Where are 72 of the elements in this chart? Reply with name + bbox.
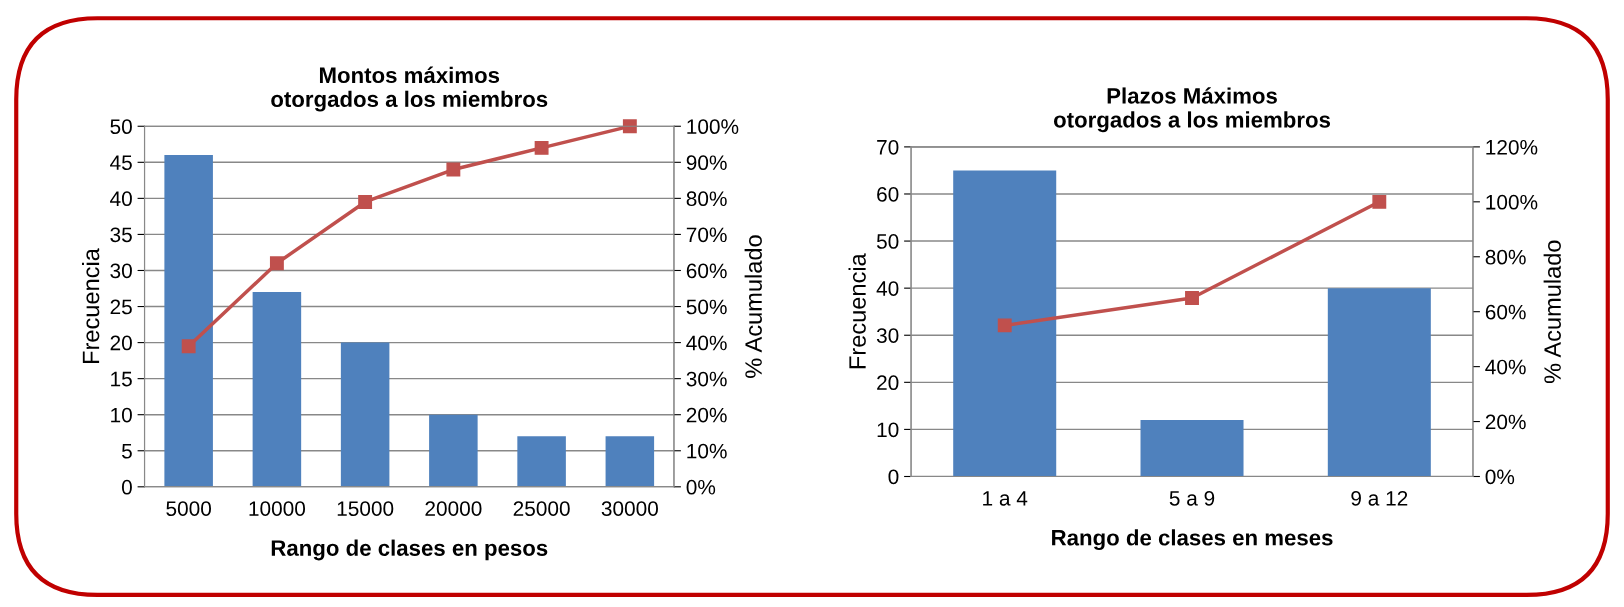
point (622, 119, 637, 134)
y2-tick-label: 50% (686, 299, 727, 315)
y-tick-label: 25 (110, 299, 132, 315)
point (181, 339, 196, 354)
point (1372, 194, 1387, 209)
y-axis-title: Frecuencia (81, 248, 100, 363)
y2-tick-label: 20% (1485, 414, 1526, 430)
y2-tick-label: 80% (686, 191, 727, 207)
bar (1327, 288, 1431, 477)
bar (429, 414, 478, 487)
y2-tick-label: 40% (1485, 359, 1526, 375)
y2-tick-label: 60% (686, 263, 727, 279)
y-tick-label: 60 (877, 186, 899, 202)
y-tick-label: 50 (876, 234, 899, 249)
y-tick-label: 0 (888, 469, 899, 485)
y-tick-label: 10 (111, 407, 132, 423)
point (1185, 291, 1199, 305)
bar (252, 292, 302, 487)
y-tick-label: 45 (110, 155, 132, 171)
y2-tick-label: 90% (686, 155, 727, 171)
y-tick-label: 20 (877, 375, 899, 391)
point (269, 256, 284, 271)
x-axis-title: Rango de clases en pesos (271, 539, 548, 561)
y2-tick-label: 40% (686, 335, 727, 351)
y-tick-label: 0 (121, 479, 132, 495)
point (446, 162, 461, 177)
bar (605, 436, 655, 487)
y2-tick-label: 10% (687, 443, 727, 459)
y2-tick-label: 80% (1485, 249, 1526, 265)
x-tick-label: 5 a 9 (1169, 490, 1215, 506)
x-tick-label: 10000 (249, 501, 306, 517)
y2-axis-title: % Acumulado (1543, 240, 1561, 384)
x-tick-label: 9 a 12 (1351, 490, 1408, 506)
x-tick-label: 25000 (513, 501, 570, 517)
y2-tick-label: 100% (1486, 194, 1538, 210)
y2-tick-label: 30% (686, 371, 727, 387)
y2-tick-label: 60% (1485, 304, 1526, 320)
y-tick-label: 40 (110, 191, 132, 207)
bar (1140, 419, 1244, 477)
y-tick-label: 40 (876, 281, 899, 296)
y2-tick-label: 20% (686, 407, 727, 423)
bar (953, 170, 1057, 477)
chart-title: Montos máximos otorgados a los miembros (271, 66, 548, 112)
y-tick-label: 50 (110, 119, 132, 135)
y2-tick-label: 120% (1486, 139, 1538, 155)
point (358, 195, 373, 209)
point (997, 318, 1012, 333)
y2-axis-title: % Acumulado (744, 235, 762, 378)
y-tick-label: 10 (877, 422, 899, 438)
y-tick-label: 5 (121, 443, 132, 459)
y2-tick-label: 0% (1485, 469, 1515, 485)
y-tick-label: 20 (110, 335, 132, 351)
x-axis-title: Rango de clases en meses (1052, 529, 1333, 551)
bar (517, 436, 566, 487)
bar (164, 155, 213, 487)
chart-title: Plazos Máximos otorgados a los miembros (1053, 87, 1331, 133)
y2-tick-label: 70% (686, 227, 727, 243)
y-tick-label: 15 (111, 371, 132, 387)
y-axis-title: Frecuencia (848, 253, 866, 369)
y-tick-label: 70 (877, 139, 899, 155)
y-tick-label: 35 (110, 227, 132, 243)
x-tick-label: 15000 (337, 501, 394, 517)
x-tick-label: 20000 (425, 501, 482, 517)
bar (340, 342, 390, 487)
y-tick-label: 30 (876, 328, 899, 343)
y-tick-label: 30 (110, 263, 132, 279)
x-tick-label: 30000 (601, 501, 658, 517)
point (534, 140, 549, 155)
x-tick-label: 1 a 4 (983, 491, 1028, 506)
y2-tick-label: 100% (687, 119, 739, 135)
y2-tick-label: 0% (686, 479, 716, 495)
x-tick-label: 5000 (166, 501, 212, 517)
